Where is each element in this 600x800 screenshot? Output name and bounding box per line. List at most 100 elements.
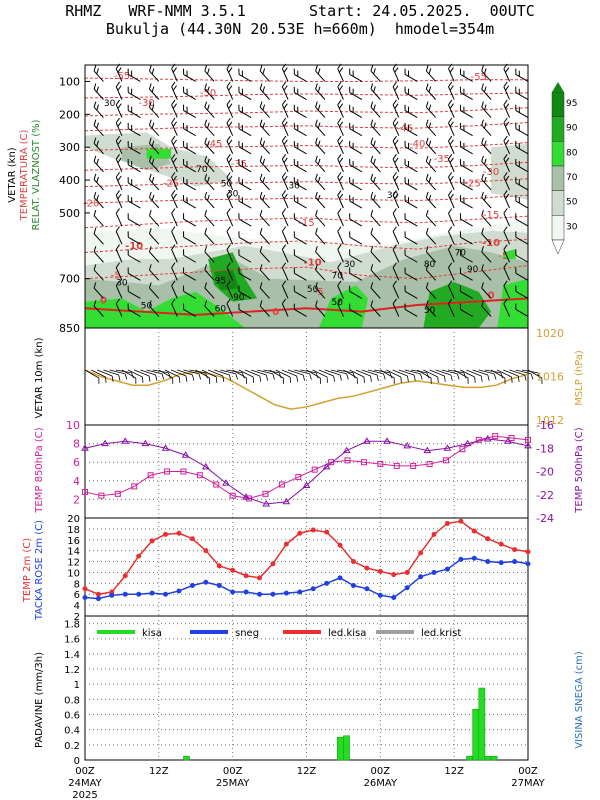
profile-wind-barb — [448, 81, 455, 100]
dew-point-6 — [163, 591, 169, 597]
t2m-point-9 — [203, 548, 209, 554]
profile-wind-barb — [370, 65, 381, 82]
dew-point-18 — [324, 580, 330, 586]
profile-wind-barb — [204, 101, 215, 118]
profile-wind-barb — [392, 244, 400, 263]
isotherm-minus15 — [84, 215, 529, 229]
profile-wind-barb — [171, 262, 178, 281]
isotherm-label-minus10-1: -10 — [304, 258, 322, 269]
rh-label-14: 80 — [424, 260, 436, 270]
dew-point-5 — [149, 590, 155, 596]
t2m-point-7 — [176, 530, 182, 536]
colorbar-swatch-5 — [551, 215, 565, 241]
profile-wind-barb — [481, 173, 492, 191]
profile-wind-barb — [349, 195, 363, 209]
profile-wind-barb — [293, 104, 307, 119]
profile-wind-barb — [115, 262, 123, 281]
profile-wind-barb — [404, 213, 418, 227]
legend-label-3: led.krist — [421, 628, 461, 639]
precip-bar-5 — [478, 687, 486, 761]
isotherm-label-minus25-1: -25 — [464, 179, 480, 190]
t2m-tick-12: 12 — [67, 558, 80, 569]
profile-wind-barb — [370, 228, 381, 245]
profile-wind-barb — [459, 249, 473, 263]
profile-wind-barb — [404, 104, 418, 119]
profile-wind-barb — [127, 159, 141, 173]
profile-wind-barb — [127, 122, 141, 137]
profile-wind-barb — [459, 140, 473, 155]
profile-wind-barb — [481, 155, 492, 173]
profile-wind-barb — [404, 285, 418, 299]
profile-wind-barb — [503, 244, 510, 263]
wind10m-barb — [435, 369, 453, 381]
isotherm-minus40 — [84, 122, 529, 132]
profile-wind-barb — [127, 177, 141, 191]
profile-wind-barb — [515, 159, 529, 173]
isotherm-label-0-2: 0 — [488, 290, 495, 301]
mslp-tick-1016: 1016 — [536, 371, 564, 384]
profile-wind-barb — [115, 172, 123, 191]
isotherm-label-minus45-0: -45 — [206, 139, 222, 150]
t850-tick-2: 2 — [73, 493, 80, 506]
date-label-0: 24MAY — [68, 778, 102, 789]
dew-point-17 — [310, 586, 316, 592]
t500-point-19 — [463, 439, 472, 447]
profile-wind-barb — [459, 177, 473, 191]
profile-wind-barb — [515, 249, 529, 263]
dew-point-13 — [257, 591, 263, 597]
profile-wind-barb — [238, 122, 252, 137]
profile-wind-barb — [226, 298, 234, 317]
profile-wind-barb — [93, 209, 104, 227]
isotherm-0 — [84, 297, 529, 316]
colorbar-tick-70: 70 — [566, 173, 578, 183]
profile-wind-barb — [226, 135, 234, 154]
profile-wind-barb — [392, 117, 400, 136]
t2m-point-3 — [122, 573, 128, 579]
wind10m-barb — [324, 369, 342, 381]
profile-wind-barb — [370, 155, 381, 173]
profile-wind-barb — [503, 208, 510, 227]
t500-tick--18: -18 — [536, 442, 554, 455]
t500-point-10 — [282, 497, 291, 505]
x-tick-0: 00Z — [75, 766, 95, 777]
profile-wind-barb — [127, 213, 141, 227]
profile-wind-barb — [425, 209, 437, 227]
profile-wind-barb — [315, 228, 326, 245]
profile-wind-barb — [315, 209, 326, 227]
isotherm-label-minus55-1: -55 — [471, 72, 487, 83]
x-tick-6: 00Z — [518, 766, 538, 777]
profile-wind-barb — [127, 231, 141, 245]
profile-wind-barb — [404, 177, 418, 191]
profile-wind-barb — [293, 86, 307, 100]
profile-wind-barb — [315, 191, 326, 209]
profile-wind-barb — [370, 264, 381, 281]
wind10m-barb — [386, 369, 402, 383]
profile-wind-barb — [392, 153, 400, 173]
colorbar-swatch-1 — [551, 116, 565, 142]
profile-wind-barb — [425, 101, 437, 118]
profile-wind-barb — [315, 101, 326, 118]
dew-point-31 — [498, 560, 504, 566]
profile-wind-barb — [392, 226, 400, 245]
t500-point-12 — [322, 462, 331, 470]
profile-wind-barb — [226, 153, 234, 173]
profile-wind-barb — [238, 231, 252, 245]
profile-wind-barb — [425, 137, 437, 155]
profile-wind-barb — [204, 191, 215, 209]
t850-point-23 — [459, 446, 466, 453]
isotherm-label-minus15-0: -15 — [298, 218, 314, 229]
pressure-tick-100: 100 — [59, 75, 80, 88]
t2m-point-12 — [243, 573, 249, 579]
isotherm-label-minus5-0: -5 — [111, 271, 121, 282]
wind10m-barb — [158, 369, 174, 384]
t2m-point-18 — [324, 529, 330, 535]
profile-wind-barb — [315, 155, 326, 173]
profile-wind-barb — [349, 213, 363, 227]
profile-wind-barb — [127, 104, 141, 119]
profile-ylabel-1: TEMPERATURA (C) — [19, 130, 30, 222]
profile-wind-barb — [503, 262, 510, 281]
profile-wind-barb — [503, 172, 510, 191]
wind10m-barb — [140, 369, 158, 381]
wind10m-barb — [103, 369, 121, 381]
dew-point-2 — [109, 592, 115, 598]
